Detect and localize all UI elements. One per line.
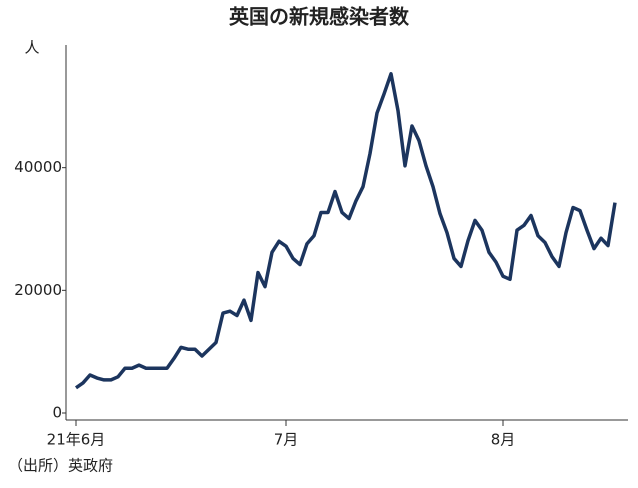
y-axis-label: 人 [24, 39, 39, 57]
y-tick-label: 0 [52, 404, 62, 422]
chart-title: 英国の新規感染者数 [229, 5, 410, 29]
y-tick-label: 20000 [14, 281, 62, 299]
x-tick-label: 21年6月 [47, 431, 106, 449]
x-tick-label: 7月 [274, 431, 299, 449]
data-line [74, 72, 617, 390]
x-tick-label: 8月 [491, 431, 516, 449]
source: （出所）英政府 [8, 457, 113, 475]
y-tick-label: 40000 [14, 158, 62, 176]
